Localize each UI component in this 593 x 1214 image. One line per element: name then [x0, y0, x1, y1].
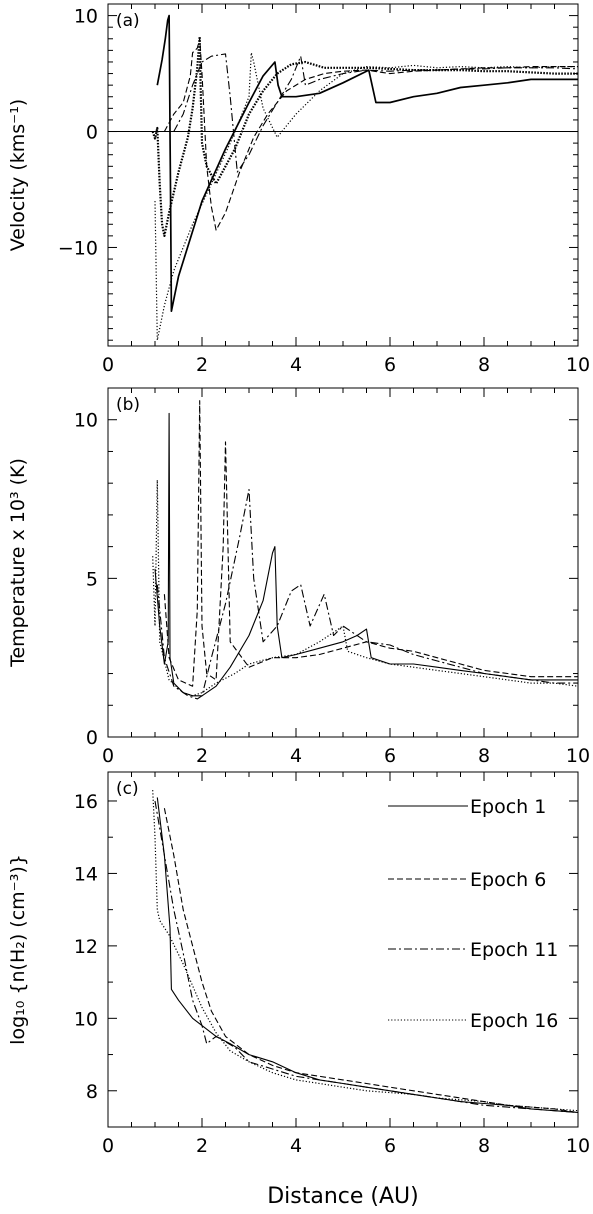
x-tick-label: 2 [196, 354, 208, 376]
x-tick-label: 6 [384, 745, 396, 767]
plot-frame [107, 3, 579, 347]
y-axis-label: Temperature x 10³ (K) [7, 458, 29, 668]
y-tick-label: 16 [74, 791, 98, 813]
x-tick-label: 8 [478, 354, 490, 376]
series-line [163, 400, 578, 687]
series-line [152, 790, 579, 1112]
y-tick-label: 0 [86, 122, 98, 144]
series-line [156, 797, 579, 1114]
x-tick-label: 0 [102, 1135, 114, 1157]
series-line [154, 800, 579, 1114]
x-tick-label: 0 [102, 354, 114, 376]
x-tick-label: 4 [290, 1135, 302, 1157]
panel-3: 0 2 4 6 8 10 8 10 12 14 16 (c) log₁₀ {n(H₂) (cm⁻³)} E… [7, 771, 590, 1157]
x-tick-label: 6 [384, 354, 396, 376]
y-tick-label: 12 [74, 936, 98, 958]
panel-label: (a) [116, 11, 140, 31]
x-tick-label: 10 [566, 354, 590, 376]
x-tick-label: 2 [196, 1135, 208, 1157]
x-tick-label: 10 [566, 745, 590, 767]
x-tick-label: 8 [478, 745, 490, 767]
x-tick-label: 6 [384, 1135, 396, 1157]
plot-frame [107, 387, 579, 738]
x-axis-label: Distance (AU) [267, 1184, 419, 1209]
x-tick-label: 4 [290, 745, 302, 767]
y-axis-label: log₁₀ {n(H₂) (cm⁻³)} [7, 854, 29, 1045]
y-axis-label: Velocity (kms⁻¹) [7, 99, 29, 251]
legend-label: Epoch 6 [470, 869, 546, 891]
y-tick-label: 10 [74, 6, 98, 28]
y-tick-label: 14 [74, 863, 98, 885]
panel-label: (b) [116, 395, 140, 415]
series-line [154, 412, 578, 697]
y-tick-label: 10 [74, 1008, 98, 1030]
legend-label: Epoch 1 [470, 796, 546, 818]
y-tick-label: 0 [86, 727, 98, 749]
y-tick-label: 10 [74, 410, 98, 432]
series-line [152, 479, 579, 697]
legend-label: Epoch 11 [470, 939, 558, 961]
panel-1: 0 2 4 6 8 10 −10 0 10 (a) Velocity (kms⁻¹) [7, 3, 590, 376]
y-tick-label: −10 [58, 237, 98, 259]
legend-label: Epoch 16 [470, 1010, 558, 1032]
x-tick-label: 2 [196, 745, 208, 767]
x-tick-label: 4 [290, 354, 302, 376]
panel-2: 0 2 4 6 8 10 0 5 10 (b) Temperature x 10³ (K) [7, 387, 590, 767]
x-tick-label: 0 [102, 745, 114, 767]
series-line [156, 14, 578, 313]
series-line [154, 52, 578, 341]
y-tick-label: 8 [86, 1081, 98, 1103]
x-tick-label: 10 [566, 1135, 590, 1157]
y-tick-label: 5 [86, 568, 98, 590]
series-line [156, 488, 578, 700]
x-tick-label: 8 [478, 1135, 490, 1157]
series-line [163, 808, 579, 1114]
panel-label: (c) [116, 779, 139, 799]
